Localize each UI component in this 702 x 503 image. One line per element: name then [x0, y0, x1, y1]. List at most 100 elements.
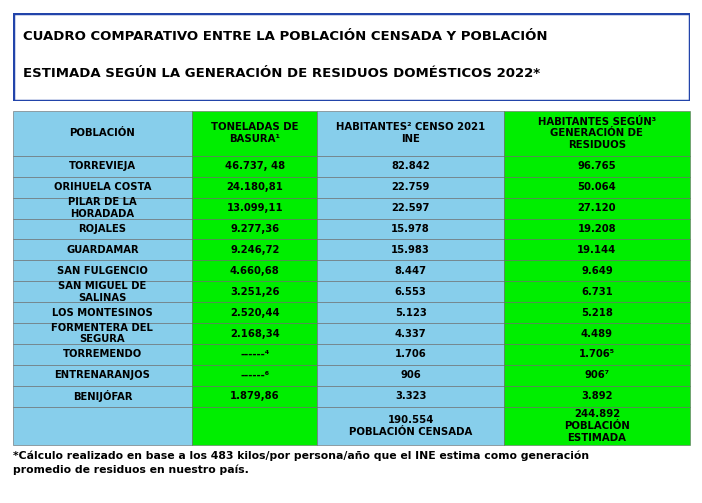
Text: 6.731: 6.731 — [581, 287, 613, 297]
Text: 9.277,36: 9.277,36 — [230, 224, 279, 234]
Text: 46.737, 48: 46.737, 48 — [225, 161, 285, 171]
Text: 4.660,68: 4.660,68 — [230, 266, 279, 276]
Bar — [504, 239, 690, 261]
Text: ROJALES: ROJALES — [79, 224, 126, 234]
Bar — [192, 281, 317, 302]
Bar — [13, 344, 192, 365]
Bar — [317, 344, 504, 365]
Bar — [13, 281, 192, 302]
Bar — [317, 407, 504, 445]
Bar — [504, 323, 690, 344]
Text: 50.064: 50.064 — [578, 182, 616, 192]
Text: 24.180,81: 24.180,81 — [226, 182, 283, 192]
Text: CUADRO COMPARATIVO ENTRE LA POBLACIÓN CENSADA Y POBLACIÓN: CUADRO COMPARATIVO ENTRE LA POBLACIÓN CE… — [22, 30, 548, 43]
Bar — [504, 365, 690, 386]
Text: 82.842: 82.842 — [391, 161, 430, 171]
Text: 15.978: 15.978 — [391, 224, 430, 234]
Bar — [317, 111, 504, 156]
Bar — [504, 261, 690, 281]
Text: HABITANTES² CENSO 2021
INE: HABITANTES² CENSO 2021 INE — [336, 122, 485, 144]
Bar — [13, 239, 192, 261]
Text: 906: 906 — [400, 370, 421, 380]
Bar — [317, 218, 504, 239]
Bar — [192, 323, 317, 344]
Text: TORREVIEJA: TORREVIEJA — [69, 161, 136, 171]
Bar — [13, 177, 192, 198]
Bar — [13, 407, 192, 445]
Text: ENTRENARANJOS: ENTRENARANJOS — [55, 370, 150, 380]
Text: 3.323: 3.323 — [395, 391, 426, 401]
Bar — [504, 302, 690, 323]
Text: 8.447: 8.447 — [395, 266, 427, 276]
Bar — [192, 177, 317, 198]
Bar — [192, 198, 317, 218]
Bar — [504, 281, 690, 302]
Bar — [13, 261, 192, 281]
Text: TORREMENDO: TORREMENDO — [62, 350, 142, 360]
Text: 96.765: 96.765 — [578, 161, 616, 171]
Text: 27.120: 27.120 — [578, 203, 616, 213]
Bar — [317, 386, 504, 407]
Bar — [13, 156, 192, 177]
Bar — [504, 407, 690, 445]
Text: 5.218: 5.218 — [581, 308, 613, 317]
Bar — [317, 177, 504, 198]
Bar — [317, 198, 504, 218]
Text: 4.337: 4.337 — [395, 328, 426, 339]
Bar — [192, 365, 317, 386]
Bar — [13, 365, 192, 386]
Text: ------⁴: ------⁴ — [240, 350, 270, 360]
Bar — [13, 111, 192, 156]
Bar — [192, 302, 317, 323]
Bar — [317, 302, 504, 323]
Text: *Cálculo realizado en base a los 483 kilos/por persona/año que el INE estima com: *Cálculo realizado en base a los 483 kil… — [13, 450, 589, 475]
Text: 906⁷: 906⁷ — [584, 370, 609, 380]
Bar — [192, 261, 317, 281]
Bar — [13, 218, 192, 239]
Bar — [13, 386, 192, 407]
Text: 2.520,44: 2.520,44 — [230, 308, 279, 317]
Bar — [504, 344, 690, 365]
Text: 22.759: 22.759 — [392, 182, 430, 192]
Bar — [504, 198, 690, 218]
Text: 9.649: 9.649 — [581, 266, 613, 276]
Bar — [317, 156, 504, 177]
Bar — [504, 386, 690, 407]
Text: HABITANTES SEGÚN³
GENERACIÓN DE
RESIDUOS: HABITANTES SEGÚN³ GENERACIÓN DE RESIDUOS — [538, 117, 656, 150]
Bar — [504, 177, 690, 198]
Bar — [192, 239, 317, 261]
Text: LOS MONTESINOS: LOS MONTESINOS — [52, 308, 153, 317]
Text: 19.144: 19.144 — [577, 245, 616, 255]
Bar — [13, 323, 192, 344]
Bar — [192, 344, 317, 365]
Text: 6.553: 6.553 — [395, 287, 427, 297]
Text: GUARDAMAR: GUARDAMAR — [66, 245, 139, 255]
Text: 190.554
POBLACIÓN CENSADA: 190.554 POBLACIÓN CENSADA — [349, 415, 472, 437]
Text: 4.489: 4.489 — [581, 328, 613, 339]
Bar — [504, 156, 690, 177]
Bar — [13, 198, 192, 218]
Bar — [192, 407, 317, 445]
Text: ------⁶: ------⁶ — [240, 370, 270, 380]
Text: 15.983: 15.983 — [391, 245, 430, 255]
Bar — [13, 302, 192, 323]
Bar — [504, 218, 690, 239]
Bar — [317, 239, 504, 261]
Text: 9.246,72: 9.246,72 — [230, 245, 279, 255]
Text: ESTIMADA SEGÚN LA GENERACIÓN DE RESIDUOS DOMÉSTICOS 2022*: ESTIMADA SEGÚN LA GENERACIÓN DE RESIDUOS… — [22, 67, 540, 80]
Bar — [192, 218, 317, 239]
Text: 2.168,34: 2.168,34 — [230, 328, 279, 339]
Text: PILAR DE LA
HORADADA: PILAR DE LA HORADADA — [68, 197, 137, 219]
Text: SAN MIGUEL DE
SALINAS: SAN MIGUEL DE SALINAS — [58, 281, 147, 302]
Text: FORMENTERA DEL
SEGURA: FORMENTERA DEL SEGURA — [51, 323, 153, 345]
Text: BENIJÓFAR: BENIJÓFAR — [72, 390, 132, 402]
Text: 244.892
POBLACIÓN
ESTIMADA: 244.892 POBLACIÓN ESTIMADA — [564, 409, 630, 443]
Bar — [192, 111, 317, 156]
Bar — [317, 261, 504, 281]
Text: ORIHUELA COSTA: ORIHUELA COSTA — [53, 182, 151, 192]
Text: SAN FULGENCIO: SAN FULGENCIO — [57, 266, 148, 276]
Text: 13.099,11: 13.099,11 — [227, 203, 283, 213]
Text: 3.892: 3.892 — [581, 391, 613, 401]
Bar — [317, 323, 504, 344]
Bar — [317, 281, 504, 302]
